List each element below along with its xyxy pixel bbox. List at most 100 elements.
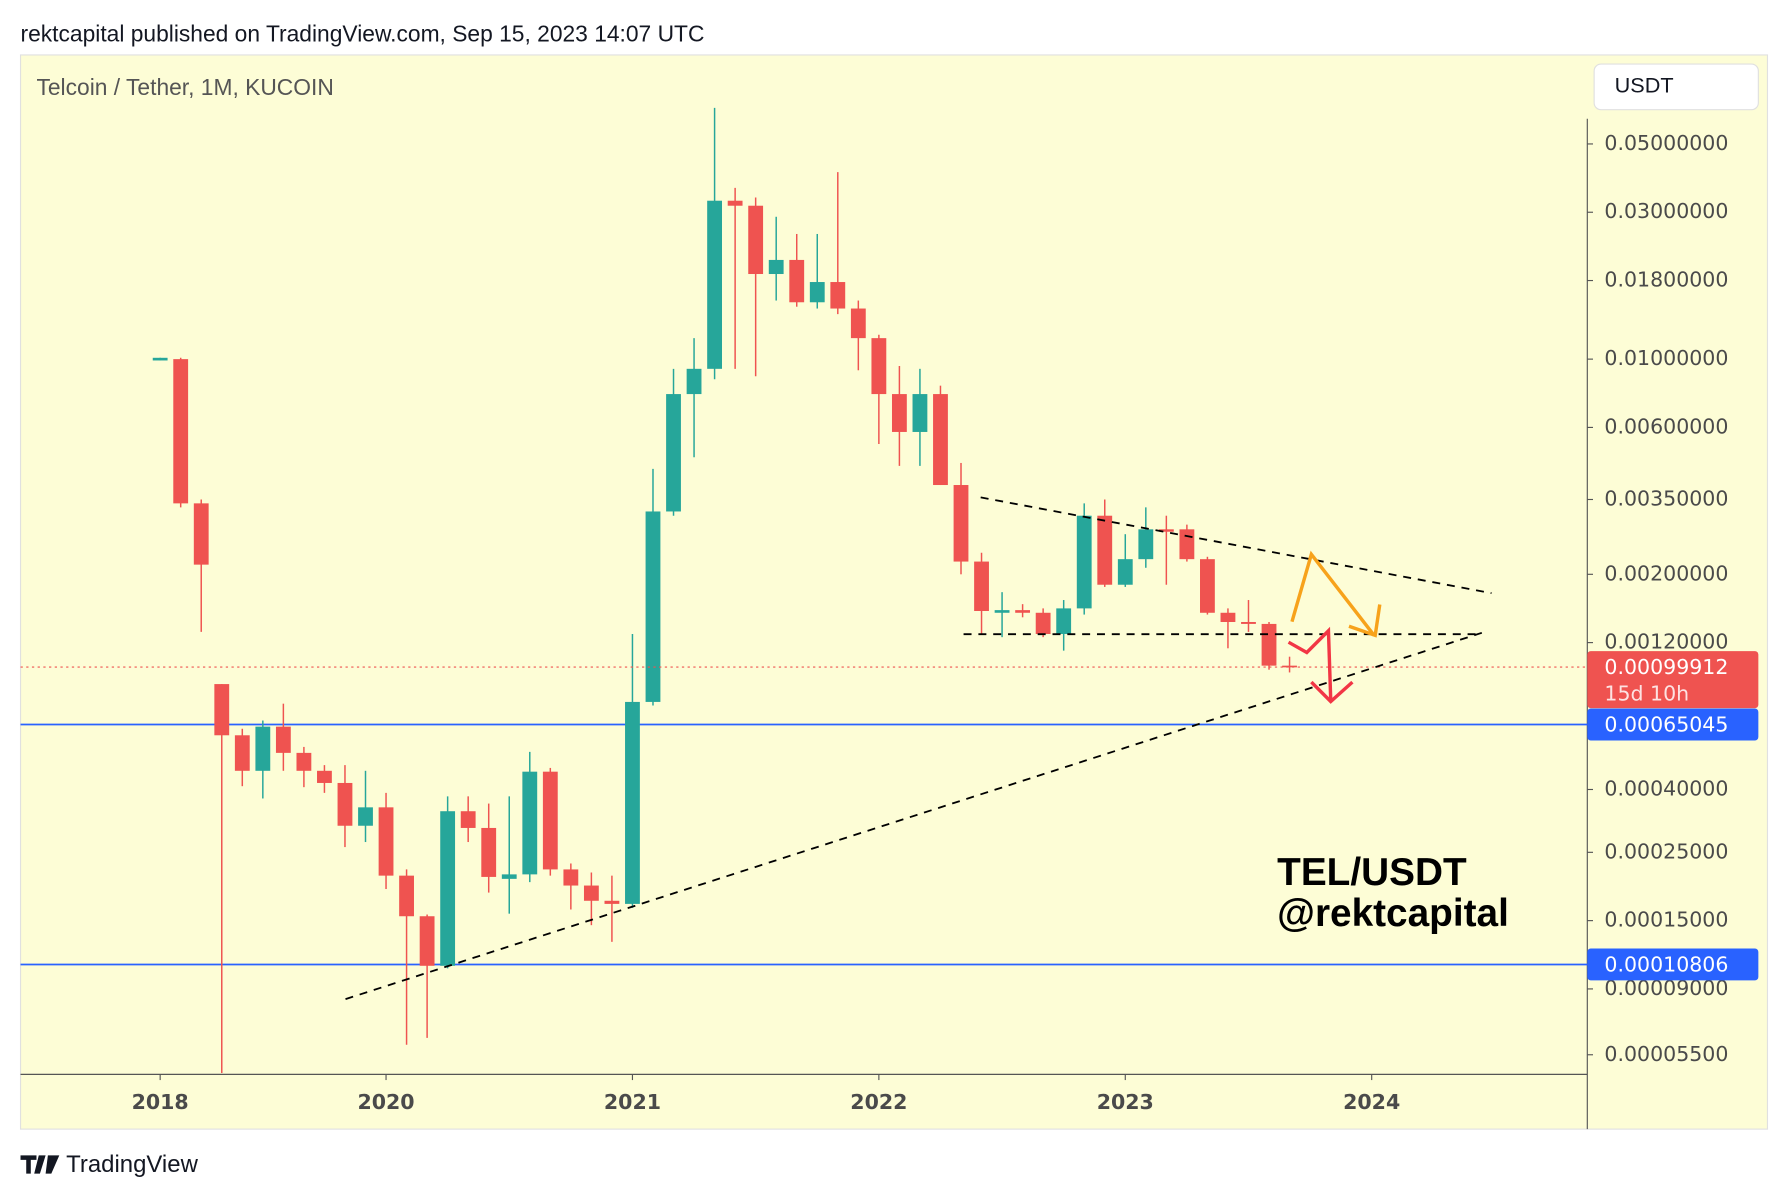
x-tick-label: 2022 xyxy=(850,1090,907,1114)
candle-body xyxy=(830,282,846,309)
candle-body xyxy=(1261,623,1277,666)
support-trendline xyxy=(345,629,1489,1000)
candle-body xyxy=(994,610,1010,613)
candle-body xyxy=(1117,559,1133,585)
candle-body xyxy=(193,503,209,565)
candle-body xyxy=(686,368,702,395)
bar-countdown: 15d 10h xyxy=(1604,681,1689,705)
candle-body xyxy=(727,200,743,206)
candle-body xyxy=(152,357,168,361)
candle-body xyxy=(214,684,230,736)
price-label: 0.00065045 xyxy=(1604,713,1728,737)
candle-body xyxy=(542,771,558,870)
bearish-arrow xyxy=(1287,626,1354,704)
trend-lines xyxy=(345,496,1492,1000)
y-tick-label: 0.05000000 xyxy=(1604,131,1728,155)
arrow-path xyxy=(1290,550,1376,637)
resistance-trendline xyxy=(980,496,1492,595)
candle-body xyxy=(255,726,271,771)
candle-body xyxy=(1035,612,1051,634)
candle-body xyxy=(953,485,969,562)
candle-body xyxy=(871,338,887,395)
chart-panel xyxy=(19,54,1769,1130)
candle-body xyxy=(440,811,456,966)
candle-body xyxy=(481,827,497,877)
candle-body xyxy=(275,726,291,753)
arrow-head xyxy=(1348,604,1382,638)
candle-body xyxy=(789,259,805,303)
candle-body xyxy=(583,885,599,901)
y-tick-label: 0.01800000 xyxy=(1604,268,1728,292)
brand-name: TradingView xyxy=(66,1151,198,1178)
y-tick-label: 0.00040000 xyxy=(1604,776,1728,800)
candle-body xyxy=(1179,529,1195,560)
arrow-head xyxy=(1310,680,1354,704)
plot-area xyxy=(20,107,1588,1073)
candle-body xyxy=(1097,515,1113,585)
candle-body xyxy=(645,511,661,702)
candle-body xyxy=(296,752,312,771)
candle-body xyxy=(563,869,579,886)
x-tick-label: 2024 xyxy=(1343,1090,1400,1114)
y-tick-label: 0.00120000 xyxy=(1604,630,1728,654)
candle-body xyxy=(399,875,414,917)
candle-body xyxy=(666,394,681,512)
x-tick-label: 2023 xyxy=(1097,1090,1154,1114)
brand-logo xyxy=(20,1155,60,1174)
candle-body xyxy=(522,771,538,875)
candle-body xyxy=(748,205,764,275)
candle-body xyxy=(809,282,825,303)
candle-body xyxy=(768,259,784,275)
candle-body xyxy=(419,916,435,966)
x-tick-label: 2020 xyxy=(357,1090,414,1114)
candle-body xyxy=(933,394,948,486)
price-label-box xyxy=(1587,708,1759,741)
candle-body xyxy=(974,561,989,612)
price-label: 0.00010806 xyxy=(1604,953,1728,977)
y-tick-label: 0.00005500 xyxy=(1604,1042,1728,1066)
candle-body xyxy=(1158,529,1174,532)
currency-button[interactable] xyxy=(1593,63,1759,111)
candle-body xyxy=(891,394,907,432)
candle-body xyxy=(317,770,332,783)
symbol-title: Telcoin / Tether, 1M, KUCOIN xyxy=(36,74,333,100)
candle-body xyxy=(1015,610,1031,613)
last-price-label: 0.00099912 xyxy=(1604,655,1728,679)
y-tick-label: 0.01000000 xyxy=(1604,346,1728,370)
candle-body xyxy=(1241,621,1256,624)
candle-body xyxy=(501,874,517,879)
y-tick-label: 0.00015000 xyxy=(1604,908,1728,932)
candle-body xyxy=(234,735,250,771)
candle-body xyxy=(707,200,723,369)
candle-body xyxy=(912,394,928,432)
candle-body xyxy=(1076,515,1092,609)
y-tick-label: 0.00350000 xyxy=(1604,486,1728,510)
candle-body xyxy=(850,308,866,339)
arrow-path xyxy=(1287,626,1333,701)
candle-body xyxy=(173,359,189,504)
y-tick-label: 0.00025000 xyxy=(1604,839,1728,863)
price-label-box xyxy=(1587,948,1759,981)
candle-body xyxy=(1220,612,1236,622)
y-tick-label: 0.00600000 xyxy=(1604,414,1728,438)
annotation: @rektcapital xyxy=(1277,892,1509,935)
candle-body xyxy=(1200,559,1215,613)
bullish-arrow xyxy=(1290,550,1382,638)
x-tick-label: 2021 xyxy=(604,1090,661,1114)
annotation: TEL/USDT xyxy=(1277,851,1467,894)
candle-body xyxy=(1056,608,1072,634)
y-tick-label: 0.03000000 xyxy=(1604,199,1728,223)
x-tick-label: 2018 xyxy=(132,1090,189,1114)
publish-header: rektcapital published on TradingView.com… xyxy=(21,21,705,47)
currency-label[interactable]: USDT xyxy=(1615,73,1674,98)
candle-body xyxy=(1282,665,1297,668)
candle-body xyxy=(358,807,373,826)
candle-body xyxy=(460,811,476,828)
candle-body xyxy=(604,900,620,904)
y-tick-label: 0.00200000 xyxy=(1604,561,1728,585)
last-price-box xyxy=(1587,651,1759,709)
candle-body xyxy=(337,782,353,826)
candle-body xyxy=(625,701,640,904)
candle-body xyxy=(378,807,394,876)
